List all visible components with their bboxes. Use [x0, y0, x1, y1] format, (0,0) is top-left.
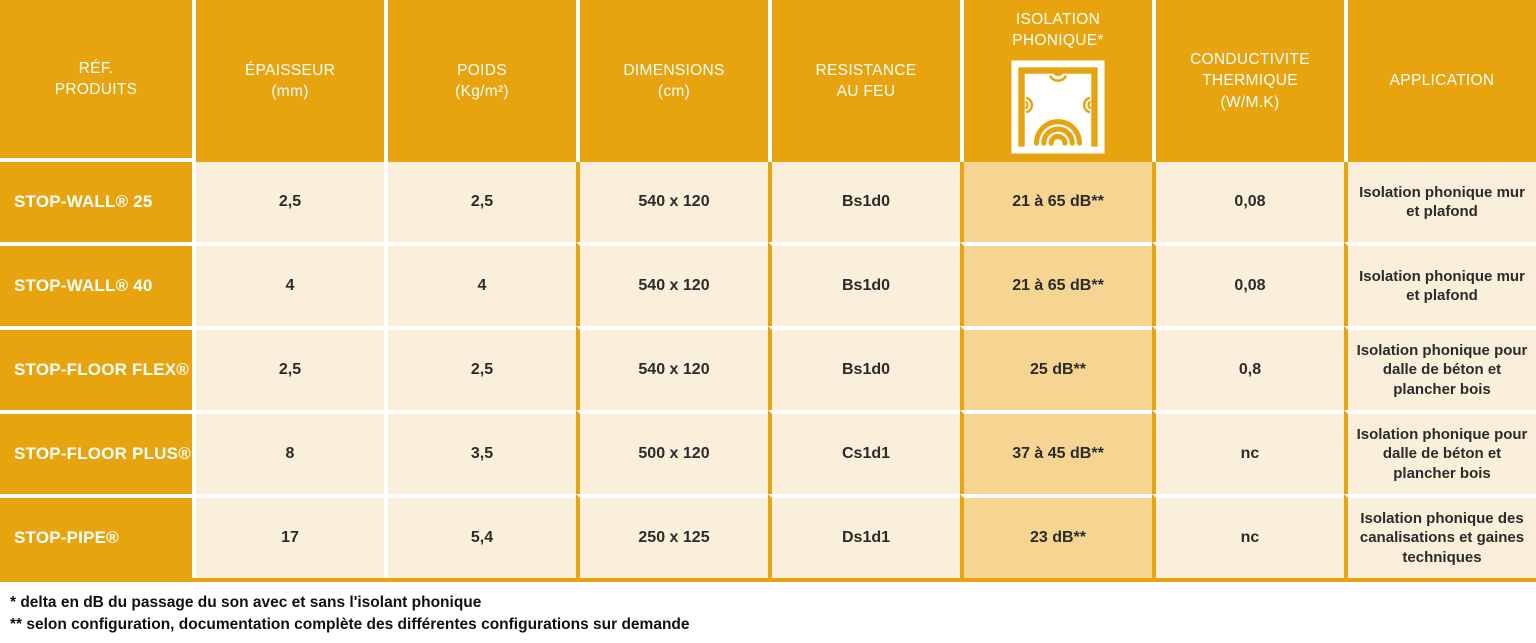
- cell-isolation-phonique: 23 dB**: [960, 494, 1152, 578]
- column-header-isolation-phonique: ISOLATION PHONIQUE*: [960, 0, 1152, 162]
- cell-poids: 3,5: [384, 410, 576, 494]
- table-row: STOP-FLOOR PLUS® 8 3,5 500 x 120 Cs1d1 3…: [0, 410, 1536, 494]
- header-line: (Kg/m²): [455, 83, 509, 100]
- cell-epaisseur: 2,5: [192, 162, 384, 242]
- header-line: PHONIQUE*: [1012, 32, 1104, 50]
- cell-application: Isolation phonique des canalisations et …: [1344, 494, 1536, 578]
- cell-poids: 4: [384, 242, 576, 326]
- header-line: APPLICATION: [1389, 72, 1495, 90]
- cell-epaisseur: 4: [192, 242, 384, 326]
- column-header-application: APPLICATION: [1344, 0, 1536, 162]
- cell-ref-produit: STOP-PIPE®: [0, 494, 192, 578]
- header-line: ÉPAISSEUR: [244, 61, 336, 79]
- header-line: ISOLATION: [1015, 11, 1101, 28]
- cell-poids: 2,5: [384, 162, 576, 242]
- cell-conductivite: nc: [1152, 410, 1344, 494]
- cell-resistance-feu: Ds1d1: [768, 494, 960, 578]
- column-header-conductivite: CONDUCTIVITE THERMIQUE (W/M.K): [1152, 0, 1344, 162]
- cell-ref-produit: STOP-FLOOR PLUS®: [0, 410, 192, 494]
- table-row: STOP-WALL® 25 2,5 2,5 540 x 120 Bs1d0 21…: [0, 162, 1536, 242]
- table-row: STOP-PIPE® 17 5,4 250 x 125 Ds1d1 23 dB*…: [0, 494, 1536, 578]
- cell-dimensions: 540 x 120: [576, 162, 768, 242]
- column-header-epaisseur: ÉPAISSEUR (mm): [192, 0, 384, 162]
- header-line: THERMIQUE: [1202, 72, 1298, 90]
- cell-conductivite: 0,8: [1152, 326, 1344, 410]
- header-line: POIDS: [457, 61, 507, 79]
- cell-epaisseur: 8: [192, 410, 384, 494]
- header-line: AU FEU: [836, 83, 896, 100]
- cell-ref-produit: STOP-WALL® 25: [0, 162, 192, 242]
- column-header-dimensions: DIMENSIONS (cm): [576, 0, 768, 162]
- header-line: (cm): [657, 83, 691, 100]
- cell-resistance-feu: Cs1d1: [768, 410, 960, 494]
- table-row: STOP-WALL® 40 4 4 540 x 120 Bs1d0 21 à 6…: [0, 242, 1536, 326]
- header-line: (mm): [271, 83, 309, 100]
- header-line: CONDUCTIVITE: [1190, 50, 1310, 68]
- cell-application: Isolation phonique mur et plafond: [1344, 242, 1536, 326]
- cell-isolation-phonique: 37 à 45 dB**: [960, 410, 1152, 494]
- column-header-ref-produits: RÉF. PRODUITS: [0, 0, 192, 162]
- cell-resistance-feu: Bs1d0: [768, 326, 960, 410]
- cell-resistance-feu: Bs1d0: [768, 162, 960, 242]
- cell-isolation-phonique: 21 à 65 dB**: [960, 162, 1152, 242]
- cell-epaisseur: 2,5: [192, 326, 384, 410]
- table-header-row: RÉF. PRODUITS ÉPAISSEUR (mm) POIDS (Kg/m…: [0, 0, 1536, 162]
- cell-application: Isolation phonique pour dalle de béton e…: [1344, 326, 1536, 410]
- header-line: DIMENSIONS: [623, 61, 725, 79]
- cell-resistance-feu: Bs1d0: [768, 242, 960, 326]
- footnote-selon-configuration: ** selon configuration, documentation co…: [10, 615, 690, 633]
- cell-poids: 2,5: [384, 326, 576, 410]
- header-line: (W/M.K): [1220, 93, 1280, 111]
- cell-conductivite: 0,08: [1152, 162, 1344, 242]
- header-line: RÉF.: [78, 59, 114, 77]
- cell-ref-produit: STOP-WALL® 40: [0, 242, 192, 326]
- cell-isolation-phonique: 21 à 65 dB**: [960, 242, 1152, 326]
- footnote-delta-db: * delta en dB du passage du son avec et …: [10, 594, 482, 611]
- column-header-resistance-feu: RESISTANCE AU FEU: [768, 0, 960, 162]
- cell-application: Isolation phonique mur et plafond: [1344, 162, 1536, 242]
- cell-dimensions: 540 x 120: [576, 242, 768, 326]
- cell-conductivite: nc: [1152, 494, 1344, 578]
- header-line: PRODUITS: [54, 81, 138, 98]
- sound-insulation-icon: [1011, 60, 1105, 154]
- cell-ref-produit: STOP-FLOOR FLEX®: [0, 326, 192, 410]
- cell-epaisseur: 17: [192, 494, 384, 578]
- footnotes: * delta en dB du passage du son avec et …: [0, 582, 1536, 635]
- cell-poids: 5,4: [384, 494, 576, 578]
- cell-dimensions: 540 x 120: [576, 326, 768, 410]
- product-spec-table: RÉF. PRODUITS ÉPAISSEUR (mm) POIDS (Kg/m…: [0, 0, 1536, 582]
- cell-isolation-phonique: 25 dB**: [960, 326, 1152, 410]
- cell-dimensions: 500 x 120: [576, 410, 768, 494]
- cell-dimensions: 250 x 125: [576, 494, 768, 578]
- cell-application: Isolation phonique pour dalle de béton e…: [1344, 410, 1536, 494]
- cell-conductivite: 0,08: [1152, 242, 1344, 326]
- header-line: RESISTANCE: [815, 61, 917, 79]
- table-row: STOP-FLOOR FLEX® 2,5 2,5 540 x 120 Bs1d0…: [0, 326, 1536, 410]
- column-header-poids: POIDS (Kg/m²): [384, 0, 576, 162]
